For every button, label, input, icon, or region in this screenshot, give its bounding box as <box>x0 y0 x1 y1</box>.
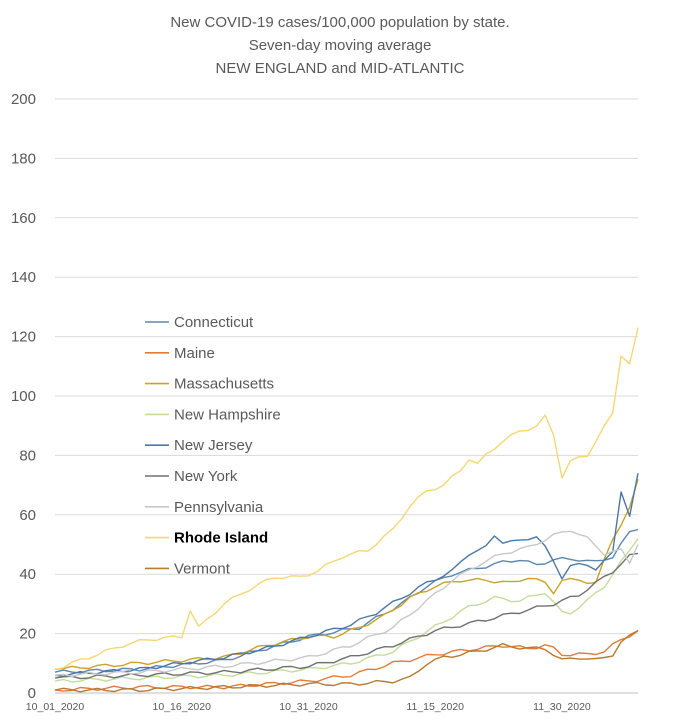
y-tick-label: 40 <box>19 566 36 583</box>
x-tick-label: 10_16_2020 <box>153 701 212 713</box>
legend-item-rhode-island: Rhode Island <box>145 530 268 547</box>
chart-title-line-2: Seven-day moving average <box>249 37 432 54</box>
x-tick-label: 11_15_2020 <box>406 701 464 713</box>
y-tick-label: 100 <box>11 388 36 405</box>
series-line-rhode-island <box>54 327 639 670</box>
y-axis-tick-labels: 0 20 40 60 80 100 120 140 160 180 200 <box>11 91 36 702</box>
legend-item-new-york: New York <box>145 468 238 485</box>
legend-label: New Jersey <box>174 437 253 454</box>
legend-label: Rhode Island <box>174 530 268 547</box>
gridlines <box>55 98 638 694</box>
legend-item-maine: Maine <box>145 345 215 362</box>
legend-label: Pennsylvania <box>174 499 264 516</box>
x-tick-label: 11_30_2020 <box>533 701 591 713</box>
x-tick-label: 10_01_2020 <box>26 701 85 713</box>
legend-label: Vermont <box>174 560 231 577</box>
legend-label: Maine <box>174 345 215 362</box>
series-line-massachusetts <box>54 479 639 670</box>
series-line-new-jersey <box>54 473 639 678</box>
y-tick-label: 20 <box>19 626 36 643</box>
chart-title-line-3: NEW ENGLAND and MID-ATLANTIC <box>216 60 465 77</box>
chart-title-line-1: New COVID-19 cases/100,000 population by… <box>170 14 509 31</box>
chart-title: New COVID-19 cases/100,000 population by… <box>170 14 509 77</box>
y-tick-label: 120 <box>11 329 36 346</box>
y-tick-label: 140 <box>11 269 36 286</box>
series-lines <box>54 327 639 693</box>
y-tick-label: 200 <box>11 91 36 108</box>
legend-label: New Hampshire <box>174 406 281 423</box>
x-axis-tick-labels: 10_01_2020 10_16_2020 10_31_2020 11_15_2020… <box>26 701 591 713</box>
legend-label: Massachusetts <box>174 376 274 393</box>
y-tick-label: 0 <box>28 685 36 702</box>
legend-item-pennsylvania: Pennsylvania <box>145 499 264 516</box>
series-line-new-hampshire <box>54 538 639 683</box>
x-tick-label: 10_31_2020 <box>279 701 338 713</box>
legend-item-new-hampshire: New Hampshire <box>145 406 281 423</box>
y-tick-label: 180 <box>11 150 36 167</box>
legend-label: New York <box>174 468 238 485</box>
legend-item-new-jersey: New Jersey <box>145 437 253 454</box>
legend-label: Connecticut <box>174 314 254 331</box>
series-line-pennsylvania <box>54 530 639 678</box>
y-tick-label: 160 <box>11 210 36 227</box>
y-tick-label: 60 <box>19 507 36 524</box>
y-tick-label: 80 <box>19 447 36 464</box>
legend-item-massachusetts: Massachusetts <box>145 376 274 393</box>
series-line-new-york <box>54 552 639 680</box>
legend: Connecticut Maine Massachusetts New Hampshi… <box>145 314 281 577</box>
series-line-maine <box>54 630 639 692</box>
legend-item-vermont: Vermont <box>145 560 231 577</box>
series-line-connecticut <box>54 528 639 674</box>
legend-item-connecticut: Connecticut <box>145 314 254 331</box>
series-line-vermont <box>54 629 639 693</box>
